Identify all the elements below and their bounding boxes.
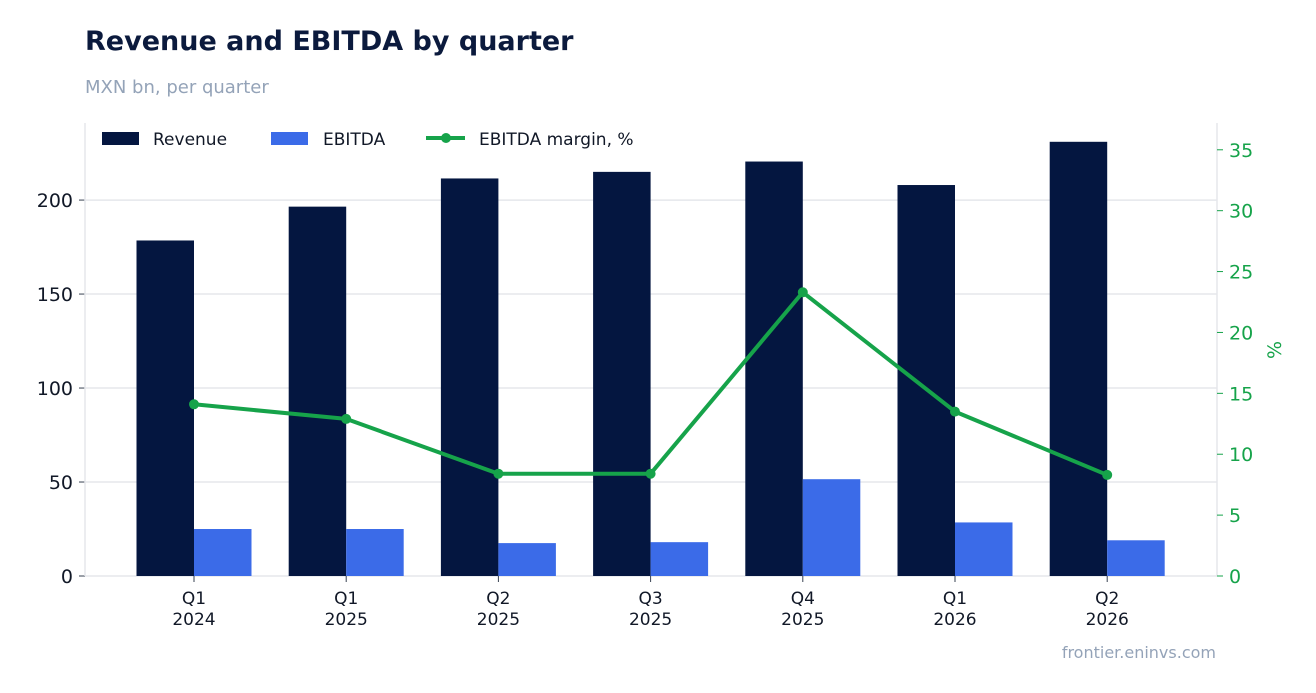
margin-point [797,287,808,298]
revenue-bar [897,185,955,576]
x-tick-label: 2026 [933,610,976,630]
y2-tick-label: 20 [1229,322,1253,344]
revenue-bar [288,206,347,576]
x-tick-label: 2025 [325,610,368,630]
ebitda-bar [1107,540,1165,576]
y2-axis-label: % [1264,341,1286,359]
x-tick-label: Q2 [1095,589,1119,609]
margin-point [493,468,504,479]
y2-tick-label: 35 [1229,140,1253,162]
legend-marker-margin [441,133,451,143]
y2-tick-label: 25 [1229,262,1253,284]
ebitda-bar [346,529,404,576]
y-tick-label: 0 [61,566,73,588]
ebitda-bar [498,543,556,576]
y-tick-label: 150 [37,284,73,306]
legend-swatch-revenue [102,132,139,145]
x-tick-label: Q1 [943,589,967,609]
x-tick-label: 2024 [172,610,215,630]
margin-point [341,413,352,424]
x-tick-label: Q2 [486,589,510,609]
revenue-bar [136,240,194,576]
x-tick-label: Q1 [334,589,358,609]
legend-swatch-ebitda [271,132,308,145]
y2-tick-label: 0 [1229,566,1241,588]
y2-tick-label: 30 [1229,201,1253,223]
y2-tick-label: 10 [1229,444,1253,466]
margin-point [950,406,960,417]
x-tick-label: Q1 [182,589,206,609]
margin-point [189,399,199,410]
x-tick-label: 2025 [781,610,824,630]
revenue-bar [1049,141,1108,576]
ebitda-bar [955,522,1013,576]
revenue-bar [745,161,803,576]
ebitda-bar [802,479,861,576]
source-credit: frontier.eninvs.com [1061,643,1216,662]
ebitda-bar [194,529,252,576]
y-tick-label: 50 [49,472,73,494]
x-tick-label: 2025 [477,610,520,630]
x-tick-label: 2025 [629,610,672,630]
y2-tick-label: 5 [1229,505,1241,527]
legend-label-revenue: Revenue [153,130,227,150]
revenue-bar [593,171,651,576]
margin-point [645,468,656,479]
chart-subtitle: MXN bn, per quarter [85,77,269,98]
revenue-bar [440,178,499,577]
x-tick-label: 2026 [1086,610,1129,630]
legend-label-ebitda: EBITDA [323,130,386,150]
legend-label-margin: EBITDA margin, % [479,130,634,150]
x-tick-label: Q3 [638,589,662,609]
y-tick-label: 200 [37,190,73,212]
y2-tick-label: 15 [1229,383,1253,405]
ebitda-bar [650,542,709,576]
margin-point [1102,469,1113,480]
y-tick-label: 100 [37,378,73,400]
chart-title: Revenue and EBITDA by quarter [85,26,574,57]
x-tick-label: Q4 [791,589,815,609]
